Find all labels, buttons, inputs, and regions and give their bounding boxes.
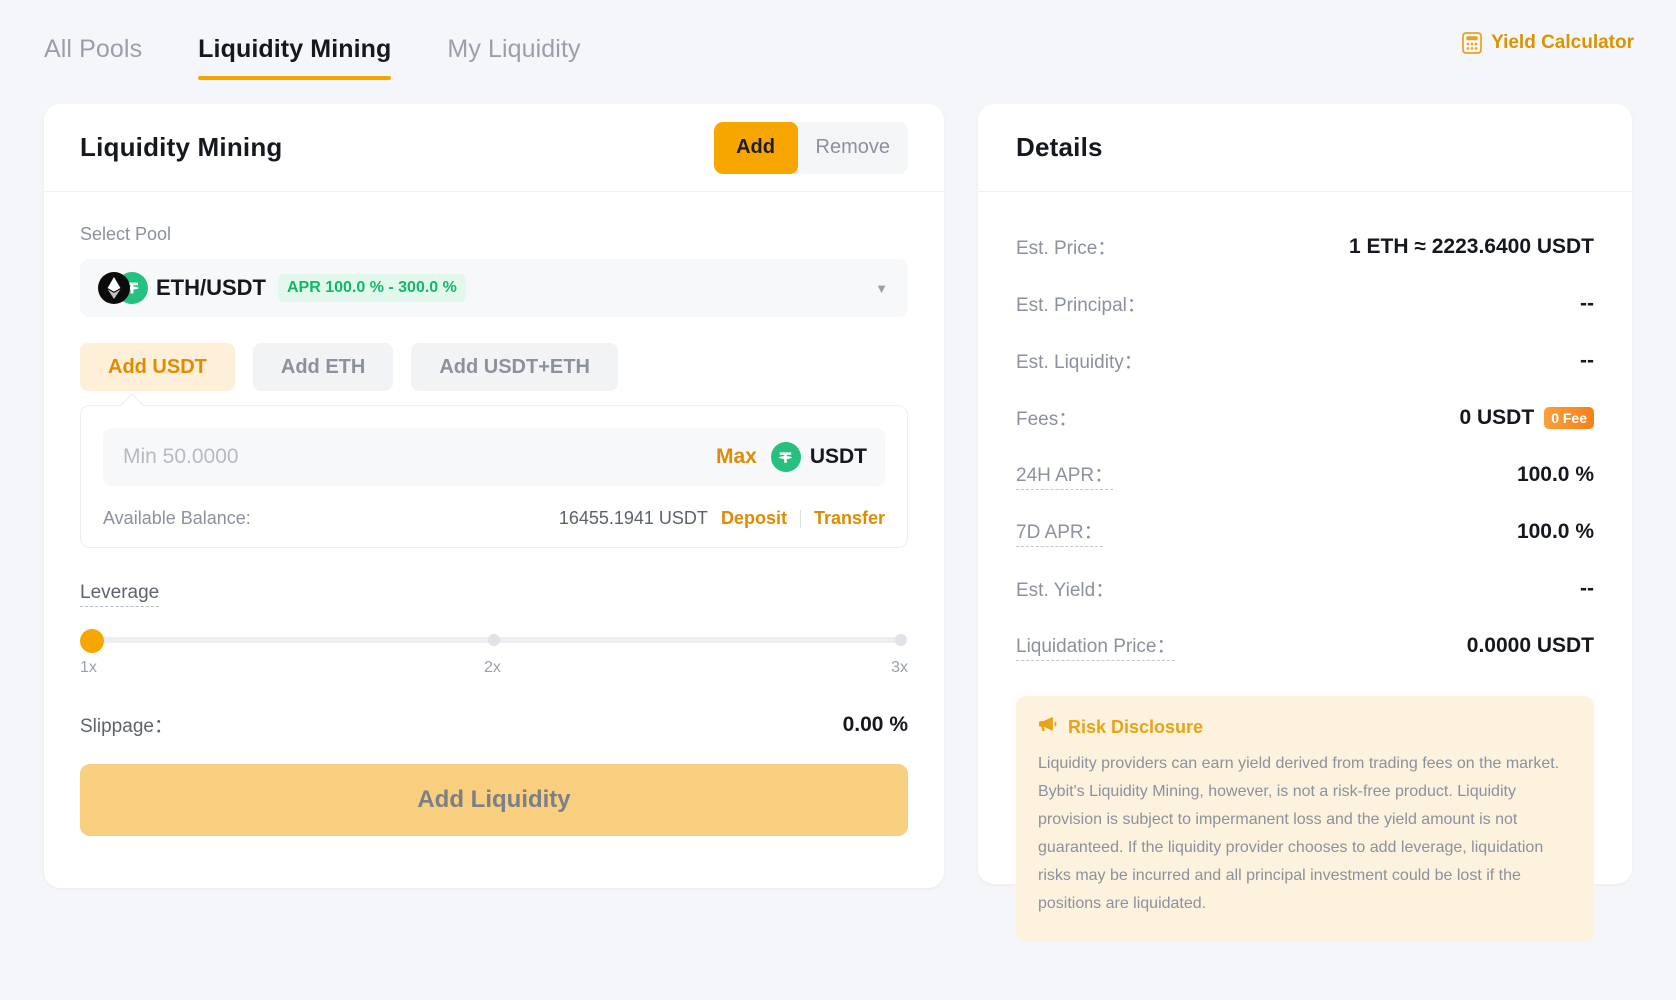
risk-disclosure-title: Risk Disclosure xyxy=(1068,716,1204,737)
mode-tab-add-usdt[interactable]: Add USDT xyxy=(80,343,235,391)
leverage-tick-2x: 2x xyxy=(484,659,501,676)
pool-select-dropdown[interactable]: ETH/USDT APR 100.0 % - 300.0 % ▼ xyxy=(80,259,908,317)
detail-row-24h-apr: 24H APR： 100.0 % xyxy=(1016,446,1594,503)
leverage-slider-thumb[interactable] xyxy=(80,629,104,653)
detail-label[interactable]: 24H APR： xyxy=(1016,460,1114,490)
detail-value: -- xyxy=(1580,291,1594,315)
zero-fee-badge: 0 Fee xyxy=(1544,406,1594,429)
leverage-tick-3x: 3x xyxy=(891,659,908,676)
transfer-link[interactable]: Transfer xyxy=(813,508,885,528)
eth-coin-icon xyxy=(98,272,130,304)
available-balance-value: 16455.1941 USDT xyxy=(558,508,708,528)
detail-value: 1 ETH ≈ 2223.6400 USDT xyxy=(1349,234,1594,258)
yield-calculator-label: Yield Calculator xyxy=(1491,32,1634,53)
nav-tabs: All Pools Liquidity Mining My Liquidity xyxy=(0,0,581,98)
pool-apr-badge: APR 100.0 % - 300.0 % xyxy=(278,274,466,302)
detail-row-est-price: Est. Price： 1 ETH ≈ 2223.6400 USDT xyxy=(1016,218,1594,275)
available-balance-label: Available Balance: xyxy=(103,508,251,528)
liquidity-mining-card-header: Liquidity Mining Add Remove xyxy=(44,104,944,192)
detail-label: Est. Principal： xyxy=(1016,295,1146,316)
leverage-label: Leverage xyxy=(80,582,160,607)
add-mode-tabs: Add USDT Add ETH Add USDT+ETH xyxy=(80,343,908,391)
details-title: Details xyxy=(1016,132,1103,162)
page-title: Liquidity Mining xyxy=(80,132,283,162)
yield-calculator-button[interactable]: Yield Calculator xyxy=(1462,32,1634,54)
select-pool-label: Select Pool xyxy=(80,224,172,244)
details-card-header: Details xyxy=(978,104,1632,192)
detail-value: 100.0 % xyxy=(1516,462,1594,486)
chevron-down-icon[interactable]: ▼ xyxy=(875,280,888,296)
slippage-row: Slippage： 0.00 % xyxy=(80,711,908,738)
add-tab[interactable]: Add xyxy=(713,121,798,174)
pool-coin-pair xyxy=(98,272,154,304)
add-remove-toggle: Add Remove xyxy=(713,121,908,174)
risk-disclosure-box: Risk Disclosure Liquidity providers can … xyxy=(1016,696,1594,942)
detail-label[interactable]: 7D APR： xyxy=(1016,517,1103,547)
risk-disclosure-header: Risk Disclosure xyxy=(1038,716,1572,738)
detail-value: 0 USDT xyxy=(1459,405,1535,429)
amount-panel: Max USDT Available Balance: 16455.1941 U… xyxy=(80,405,908,548)
leverage-tick-1x: 1x xyxy=(80,659,97,676)
amount-token-label: USDT xyxy=(809,445,867,468)
detail-value: 100.0 % xyxy=(1516,519,1594,543)
mode-tab-add-eth[interactable]: Add ETH xyxy=(252,343,394,391)
detail-row-est-yield: Est. Yield： -- xyxy=(1016,560,1594,617)
divider xyxy=(799,509,801,528)
detail-row-est-liquidity: Est. Liquidity： -- xyxy=(1016,332,1594,389)
slippage-value: 0.00 % xyxy=(842,712,908,736)
detail-label: Est. Price： xyxy=(1016,238,1117,259)
leverage-slider-tick-3x xyxy=(895,634,907,646)
detail-label: Est. Liquidity： xyxy=(1016,352,1143,373)
max-button[interactable]: Max xyxy=(715,445,757,468)
slippage-label: Slippage： xyxy=(80,716,173,737)
mode-tab-add-usdt-eth[interactable]: Add USDT+ETH xyxy=(411,343,618,391)
top-nav-bar: All Pools Liquidity Mining My Liquidity … xyxy=(0,0,1676,98)
detail-value: -- xyxy=(1580,576,1594,600)
add-liquidity-button[interactable]: Add Liquidity xyxy=(80,764,908,836)
megaphone-icon xyxy=(1038,716,1057,738)
liquidity-mining-card: Liquidity Mining Add Remove Select Pool … xyxy=(44,104,944,888)
detail-row-est-principal: Est. Principal： -- xyxy=(1016,275,1594,332)
detail-row-7d-apr: 7D APR： 100.0 % xyxy=(1016,503,1594,560)
amount-input[interactable] xyxy=(123,445,716,469)
detail-value: -- xyxy=(1580,348,1594,372)
detail-row-fees: Fees： 0 USDT 0 Fee xyxy=(1016,389,1594,446)
deposit-link[interactable]: Deposit xyxy=(720,508,787,528)
tab-my-liquidity[interactable]: My Liquidity xyxy=(447,34,581,63)
detail-row-liquidation-price: Liquidation Price： 0.0000 USDT xyxy=(1016,617,1594,674)
detail-label: Fees： xyxy=(1016,409,1078,430)
liquidity-form: Select Pool ETH/USDT APR 100.0 % - 300.0… xyxy=(44,192,944,836)
leverage-slider[interactable] xyxy=(80,629,908,653)
detail-label[interactable]: Liquidation Price： xyxy=(1016,631,1176,661)
leverage-scale: 1x 2x 3x xyxy=(80,659,908,681)
detail-value: 0.0000 USDT xyxy=(1466,633,1594,657)
tab-liquidity-mining[interactable]: Liquidity Mining xyxy=(198,0,392,98)
details-list: Est. Price： 1 ETH ≈ 2223.6400 USDT Est. … xyxy=(978,192,1632,942)
usdt-coin-icon xyxy=(770,442,801,472)
calculator-icon xyxy=(1462,32,1482,54)
tab-all-pools[interactable]: All Pools xyxy=(44,34,143,63)
details-card: Details Est. Price： 1 ETH ≈ 2223.6400 US… xyxy=(978,104,1632,942)
available-balance-actions: 16455.1941 USDT Deposit Transfer xyxy=(559,508,885,529)
remove-tab[interactable]: Remove xyxy=(815,136,890,158)
available-balance-row: Available Balance: 16455.1941 USDT Depos… xyxy=(103,508,885,529)
pool-name: ETH/USDT xyxy=(156,275,266,300)
risk-disclosure-text: Liquidity providers can earn yield deriv… xyxy=(1038,755,1560,912)
amount-token: USDT xyxy=(770,442,867,472)
amount-input-row: Max USDT xyxy=(103,428,885,486)
detail-label: Est. Yield： xyxy=(1016,580,1115,601)
leverage-slider-tick-2x xyxy=(488,634,500,646)
